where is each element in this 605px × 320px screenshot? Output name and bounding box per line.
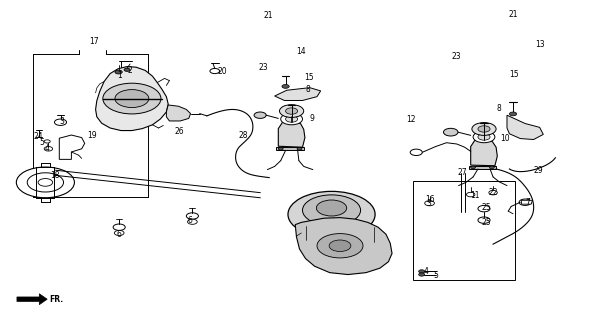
Circle shape	[466, 192, 475, 197]
Circle shape	[44, 147, 53, 151]
Circle shape	[280, 105, 304, 117]
Circle shape	[115, 70, 122, 74]
Circle shape	[124, 68, 130, 71]
Text: 4: 4	[424, 267, 428, 276]
Circle shape	[281, 113, 302, 125]
Text: 11: 11	[471, 191, 480, 200]
Circle shape	[410, 149, 422, 156]
Text: 25: 25	[482, 203, 491, 212]
Circle shape	[302, 195, 361, 226]
Circle shape	[316, 200, 347, 216]
Circle shape	[44, 140, 50, 143]
Circle shape	[186, 213, 198, 219]
Circle shape	[188, 219, 197, 224]
Text: 15: 15	[509, 70, 519, 79]
Text: 2: 2	[127, 66, 132, 75]
Circle shape	[286, 108, 298, 114]
Polygon shape	[471, 139, 497, 166]
Circle shape	[297, 148, 302, 150]
Text: 17: 17	[90, 37, 99, 46]
Circle shape	[478, 134, 490, 140]
Text: 16: 16	[425, 195, 435, 204]
Circle shape	[478, 126, 490, 132]
Circle shape	[115, 90, 149, 108]
Text: 22: 22	[489, 188, 499, 197]
Text: 7: 7	[525, 198, 530, 207]
Circle shape	[472, 123, 496, 135]
Text: 27: 27	[457, 168, 467, 177]
Text: 20: 20	[218, 67, 227, 76]
Text: 3: 3	[426, 199, 431, 208]
Circle shape	[114, 230, 124, 236]
Circle shape	[317, 234, 363, 258]
Text: 4: 4	[44, 144, 49, 153]
Polygon shape	[522, 200, 532, 204]
Text: 21: 21	[263, 11, 273, 20]
Text: 18: 18	[50, 171, 60, 180]
Circle shape	[329, 240, 351, 252]
Polygon shape	[166, 105, 191, 121]
Text: 1: 1	[117, 71, 122, 80]
Text: 6: 6	[117, 230, 122, 239]
Text: 29: 29	[534, 166, 543, 175]
Text: 6: 6	[188, 216, 192, 225]
Circle shape	[478, 217, 490, 223]
Polygon shape	[295, 218, 392, 275]
Polygon shape	[507, 115, 543, 140]
Text: 3: 3	[59, 117, 64, 126]
Circle shape	[278, 148, 283, 150]
Circle shape	[27, 173, 64, 192]
Polygon shape	[96, 67, 168, 131]
Text: 10: 10	[500, 134, 509, 143]
Circle shape	[54, 119, 67, 125]
Text: FR.: FR.	[50, 295, 64, 304]
Circle shape	[473, 131, 495, 143]
Polygon shape	[275, 88, 321, 100]
Text: 5: 5	[433, 271, 438, 280]
Circle shape	[113, 224, 125, 230]
Text: 15: 15	[304, 73, 313, 82]
Text: 14: 14	[296, 47, 306, 56]
Text: 25: 25	[482, 218, 491, 227]
Text: 13: 13	[535, 40, 545, 49]
Circle shape	[419, 270, 425, 273]
Circle shape	[103, 83, 161, 114]
Circle shape	[425, 201, 434, 206]
Text: 28: 28	[239, 132, 249, 140]
Text: 5: 5	[39, 138, 44, 147]
Text: 24: 24	[34, 132, 44, 141]
Circle shape	[478, 205, 490, 212]
Circle shape	[286, 116, 298, 122]
Circle shape	[210, 68, 220, 74]
Text: 9: 9	[309, 114, 314, 123]
Polygon shape	[276, 147, 304, 150]
Polygon shape	[469, 166, 496, 169]
Text: 8: 8	[496, 104, 501, 113]
Circle shape	[519, 199, 531, 205]
Circle shape	[282, 84, 289, 88]
Circle shape	[16, 167, 74, 198]
Text: 23: 23	[451, 52, 461, 61]
Text: 21: 21	[508, 10, 518, 19]
Circle shape	[489, 166, 494, 169]
Text: 26: 26	[174, 127, 184, 136]
Bar	[413, 181, 515, 280]
Circle shape	[509, 112, 517, 116]
Polygon shape	[17, 294, 47, 305]
Circle shape	[443, 128, 458, 136]
Circle shape	[254, 112, 266, 118]
Circle shape	[419, 273, 425, 276]
Text: 8: 8	[306, 85, 310, 94]
Circle shape	[38, 179, 53, 186]
Polygon shape	[59, 135, 85, 159]
Text: 19: 19	[87, 131, 97, 140]
Circle shape	[288, 191, 375, 237]
Polygon shape	[278, 121, 305, 147]
Text: 12: 12	[407, 115, 416, 124]
Circle shape	[489, 190, 497, 195]
Circle shape	[471, 166, 476, 169]
Text: 23: 23	[259, 63, 269, 72]
